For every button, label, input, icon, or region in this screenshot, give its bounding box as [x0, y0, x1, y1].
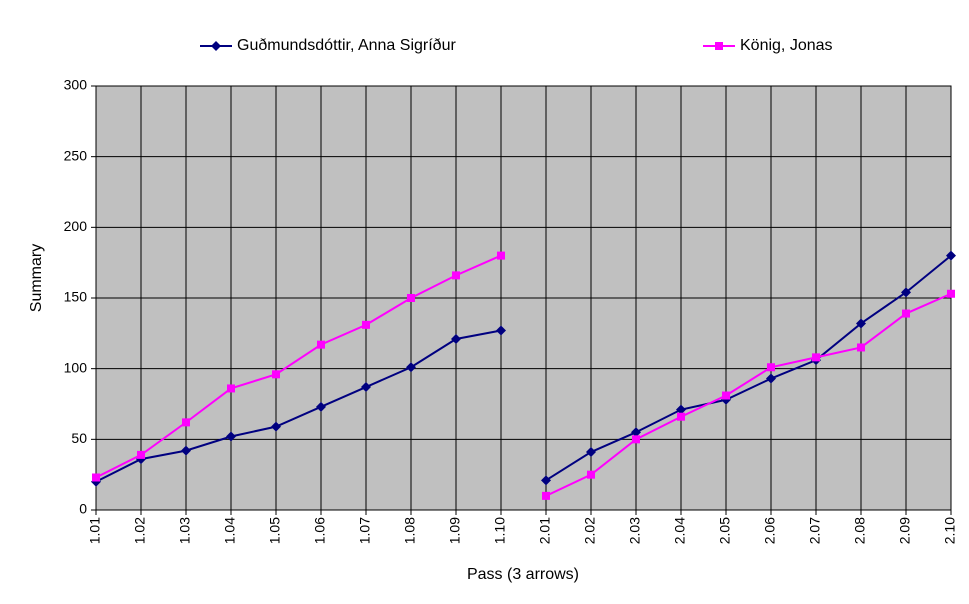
- marker: [272, 370, 280, 379]
- x-tick-label: 2.09: [897, 517, 913, 544]
- x-tick-label: 2.04: [672, 517, 688, 544]
- x-tick-label: 1.03: [177, 517, 193, 544]
- plot-border: [95, 85, 952, 511]
- x-tick-label: 1.08: [402, 517, 418, 544]
- marker: [362, 320, 370, 329]
- y-tick-label: 100: [64, 359, 88, 375]
- x-tick-label: 2.08: [852, 517, 868, 544]
- series-line: [545, 254, 952, 482]
- legend-marker: [715, 42, 723, 50]
- y-tick-label: 150: [64, 289, 88, 305]
- marker: [767, 363, 775, 372]
- y-axis-label: Summary: [28, 244, 45, 312]
- marker: [542, 491, 550, 500]
- marker: [947, 289, 955, 298]
- marker: [182, 418, 190, 427]
- marker: [676, 404, 686, 415]
- x-tick-label: 2.07: [807, 517, 823, 544]
- x-tick-label: 1.05: [267, 517, 283, 544]
- marker: [631, 427, 641, 438]
- marker: [497, 251, 505, 260]
- legend-label: Guðmundsdóttir, Anna Sigríður: [237, 37, 456, 54]
- y-tick-label: 50: [71, 430, 87, 446]
- x-tick-label: 2.10: [942, 517, 958, 544]
- marker: [451, 333, 461, 344]
- marker: [766, 373, 776, 384]
- x-tick-label: 2.06: [762, 517, 778, 544]
- marker: [452, 271, 460, 280]
- marker: [271, 421, 281, 432]
- marker: [857, 343, 865, 352]
- marker: [181, 445, 191, 456]
- marker: [316, 401, 326, 412]
- x-tick-label: 2.01: [537, 517, 553, 544]
- x-tick-label: 2.02: [582, 517, 598, 544]
- marker: [407, 294, 415, 302]
- x-tick-label: 1.04: [222, 517, 238, 544]
- x-axis-label: Pass (3 arrows): [467, 566, 579, 583]
- y-tick-label: 0: [79, 501, 87, 517]
- marker: [812, 353, 820, 362]
- legend-marker: [211, 41, 221, 51]
- marker: [541, 475, 551, 486]
- x-tick-label: 1.06: [312, 517, 328, 544]
- marker: [317, 340, 325, 349]
- marker: [946, 250, 956, 261]
- y-tick-label: 300: [64, 77, 88, 93]
- marker: [92, 473, 100, 482]
- marker: [406, 362, 416, 373]
- x-tick-label: 1.09: [447, 517, 463, 544]
- marker: [856, 318, 866, 329]
- marker: [496, 325, 506, 336]
- series-line: [95, 254, 502, 479]
- x-tick-label: 1.02: [132, 517, 148, 544]
- x-tick-label: 2.03: [627, 517, 643, 544]
- series-line: [545, 292, 952, 497]
- marker: [677, 412, 685, 421]
- marker: [137, 450, 145, 459]
- marker: [361, 382, 371, 393]
- marker: [226, 431, 236, 442]
- y-tick-label: 200: [64, 218, 88, 234]
- series-line: [95, 329, 502, 483]
- x-tick-label: 1.10: [492, 517, 508, 544]
- marker: [902, 309, 910, 318]
- marker: [586, 447, 596, 458]
- legend-label: König, Jonas: [740, 37, 833, 54]
- marker: [587, 470, 595, 479]
- x-tick-label: 1.07: [357, 517, 373, 544]
- marker: [227, 384, 235, 393]
- marker: [632, 435, 640, 444]
- x-tick-label: 2.05: [717, 517, 733, 544]
- x-tick-label: 1.01: [87, 517, 103, 544]
- marker: [901, 287, 911, 298]
- marker: [722, 391, 730, 400]
- y-tick-label: 250: [64, 147, 88, 163]
